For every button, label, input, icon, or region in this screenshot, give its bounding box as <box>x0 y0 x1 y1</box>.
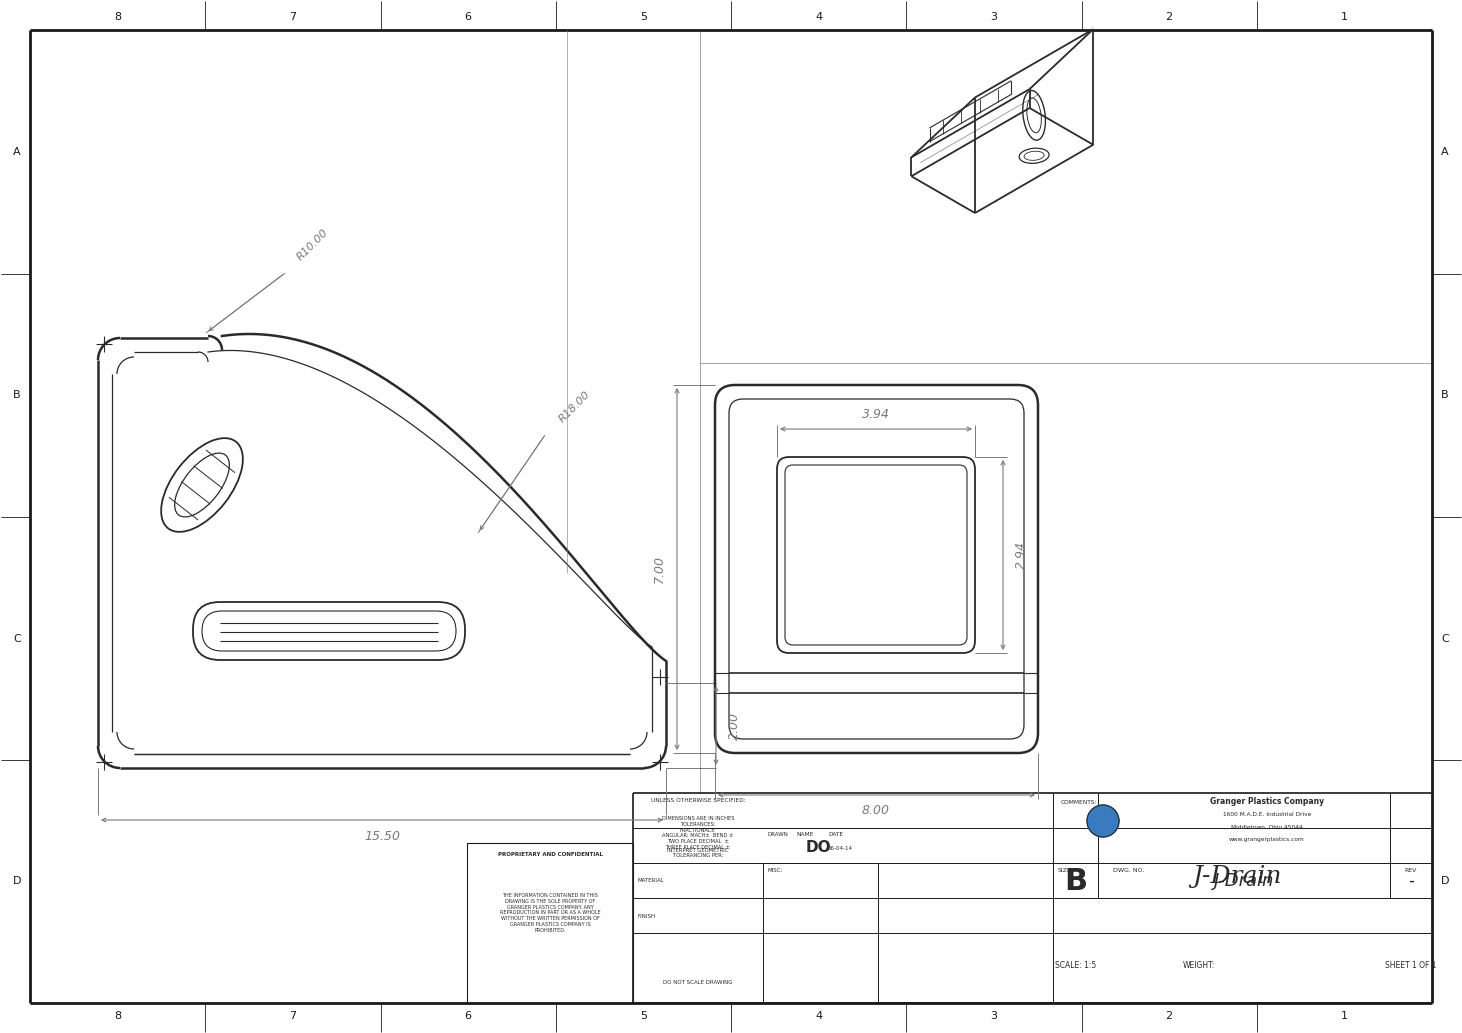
Text: REV: REV <box>1405 868 1417 873</box>
Text: 5: 5 <box>640 12 646 22</box>
Text: 3: 3 <box>990 1011 997 1021</box>
Text: J-Drain: J-Drain <box>1213 872 1275 890</box>
Text: 7: 7 <box>289 12 297 22</box>
Text: B: B <box>13 390 20 401</box>
Text: 8: 8 <box>114 1011 121 1021</box>
Text: 2.00: 2.00 <box>728 712 740 740</box>
Text: PROPRIETARY AND CONFIDENTIAL: PROPRIETARY AND CONFIDENTIAL <box>497 852 602 857</box>
Text: A: A <box>13 147 20 157</box>
Text: 1600 M.A.D.E. Industrial Drive: 1600 M.A.D.E. Industrial Drive <box>1222 813 1311 817</box>
Text: SCALE: 1:5: SCALE: 1:5 <box>1056 962 1096 970</box>
Text: 8: 8 <box>114 12 121 22</box>
Text: THE INFORMATION CONTAINED IN THIS
DRAWING IS THE SOLE PROPERTY OF
GRANGER PLASTI: THE INFORMATION CONTAINED IN THIS DRAWIN… <box>500 894 601 933</box>
Text: 2: 2 <box>1165 12 1173 22</box>
Text: J-Drain: J-Drain <box>1192 865 1282 887</box>
Text: DIMENSIONS ARE IN INCHES
TOLERANCES:
FRACTIONAL±
ANGULAR: MACH±  BEND ±
TWO PLAC: DIMENSIONS ARE IN INCHES TOLERANCES: FRA… <box>662 816 734 850</box>
Text: C: C <box>13 633 20 644</box>
Text: COMMENTS:: COMMENTS: <box>1061 801 1098 806</box>
Text: DATE: DATE <box>829 832 844 837</box>
Text: 15.50: 15.50 <box>364 829 401 843</box>
Text: DO NOT SCALE DRAWING: DO NOT SCALE DRAWING <box>664 980 732 985</box>
Text: SHEET 1 OF 1: SHEET 1 OF 1 <box>1386 962 1437 970</box>
Text: DWG. NO.: DWG. NO. <box>1113 868 1145 873</box>
Circle shape <box>1088 805 1118 837</box>
Text: 1: 1 <box>1341 1011 1348 1021</box>
Text: 2: 2 <box>1165 1011 1173 1021</box>
Text: 06-04-14: 06-04-14 <box>827 845 852 850</box>
Text: 1: 1 <box>1341 12 1348 22</box>
Text: B: B <box>1442 390 1449 401</box>
Bar <box>466 843 633 1003</box>
Text: SIZE: SIZE <box>1058 868 1072 873</box>
Text: D: D <box>13 876 22 886</box>
Text: 3: 3 <box>990 12 997 22</box>
Text: INTERPRET GEOMETRIC
TOLERANCING PER:: INTERPRET GEOMETRIC TOLERANCING PER: <box>667 848 728 858</box>
Text: WEIGHT:: WEIGHT: <box>1183 962 1215 970</box>
Text: NAME: NAME <box>797 832 814 837</box>
Text: 4: 4 <box>814 12 822 22</box>
Text: 6: 6 <box>465 1011 472 1021</box>
Text: 5: 5 <box>640 1011 646 1021</box>
Text: B: B <box>1064 867 1088 896</box>
Text: FINISH: FINISH <box>637 913 656 918</box>
Text: Granger Plastics Company: Granger Plastics Company <box>1211 796 1325 806</box>
Text: Middletown, Ohio 45044: Middletown, Ohio 45044 <box>1231 824 1303 829</box>
Text: D: D <box>1440 876 1449 886</box>
Text: 6: 6 <box>465 12 472 22</box>
Text: 2.94: 2.94 <box>1015 541 1028 569</box>
Text: 3.94: 3.94 <box>863 408 890 421</box>
Text: C: C <box>1442 633 1449 644</box>
Text: DRAWN: DRAWN <box>768 833 789 838</box>
Text: DO: DO <box>806 841 830 855</box>
Text: -: - <box>1408 872 1414 890</box>
Text: MATERIAL: MATERIAL <box>637 878 665 883</box>
Text: R10.00: R10.00 <box>295 227 330 262</box>
Text: 7: 7 <box>289 1011 297 1021</box>
Text: R18.00: R18.00 <box>557 389 592 425</box>
Text: UNLESS OTHERWISE SPECIFIED:: UNLESS OTHERWISE SPECIFIED: <box>651 799 746 804</box>
Text: 8.00: 8.00 <box>863 805 890 817</box>
Text: 4: 4 <box>814 1011 822 1021</box>
Text: www.grangerplastics.com: www.grangerplastics.com <box>1230 837 1306 842</box>
Text: MISC:: MISC: <box>768 868 784 873</box>
Text: A: A <box>1442 147 1449 157</box>
Text: 7.00: 7.00 <box>652 555 665 583</box>
